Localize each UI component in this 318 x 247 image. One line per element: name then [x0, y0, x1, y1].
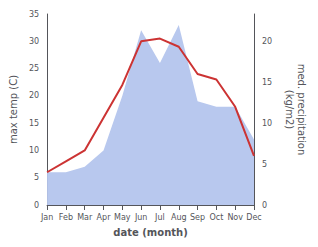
- svg-text:10: 10: [262, 119, 272, 128]
- svg-text:15: 15: [29, 119, 39, 128]
- svg-text:15: 15: [262, 78, 272, 87]
- svg-text:(kg/m2): (kg/m2): [284, 90, 295, 130]
- svg-text:Dec: Dec: [246, 213, 261, 222]
- svg-text:Nov: Nov: [227, 213, 243, 222]
- svg-text:Jun: Jun: [134, 213, 148, 222]
- svg-text:Aug: Aug: [171, 213, 187, 222]
- svg-text:May: May: [114, 213, 131, 222]
- svg-text:5: 5: [262, 160, 267, 169]
- svg-text:25: 25: [29, 64, 39, 73]
- svg-text:Feb: Feb: [59, 213, 73, 222]
- svg-text:30: 30: [29, 37, 39, 46]
- svg-text:20: 20: [262, 37, 272, 46]
- svg-text:0: 0: [262, 201, 267, 210]
- svg-text:Mar: Mar: [77, 213, 93, 222]
- svg-text:Jan: Jan: [40, 213, 53, 222]
- svg-text:Jul: Jul: [154, 213, 165, 222]
- svg-text:Apr: Apr: [97, 213, 112, 222]
- svg-text:Oct: Oct: [209, 213, 223, 222]
- svg-text:5: 5: [34, 173, 39, 182]
- svg-text:0: 0: [34, 201, 39, 210]
- svg-text:max temp (C): max temp (C): [8, 75, 19, 144]
- svg-text:date (month): date (month): [113, 227, 187, 238]
- svg-text:Sep: Sep: [190, 213, 205, 222]
- svg-text:10: 10: [29, 146, 39, 155]
- svg-text:20: 20: [29, 91, 39, 100]
- svg-text:35: 35: [29, 10, 39, 19]
- svg-text:med. precipitation: med. precipitation: [296, 64, 307, 156]
